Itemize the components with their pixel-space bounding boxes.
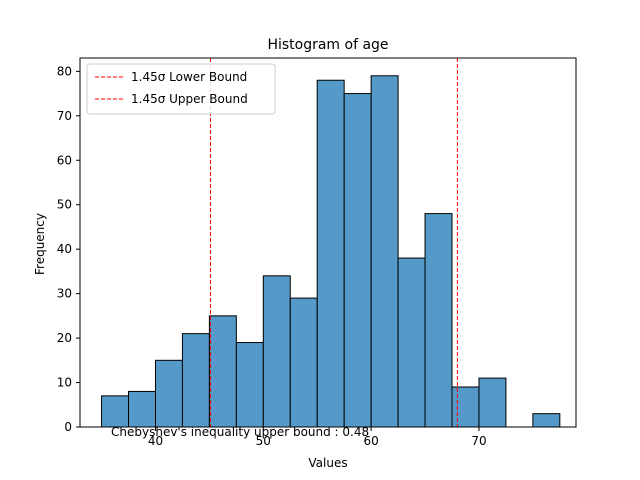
histogram-bar-9 bbox=[343, 93, 372, 428]
histogram-bar-3 bbox=[181, 333, 210, 428]
bound-lines-layer bbox=[209, 58, 458, 427]
histogram-bar-0 bbox=[101, 395, 130, 428]
histogram-bar-15 bbox=[532, 413, 561, 428]
legend: 1.45σ Lower Bound 1.45σ Upper Bound bbox=[86, 63, 276, 115]
x-tick-label-50: 50 bbox=[256, 434, 271, 448]
histogram-bar-14 bbox=[478, 377, 507, 428]
y-tick-label-60: 60 bbox=[57, 153, 72, 167]
y-tick-label-10: 10 bbox=[57, 376, 72, 390]
histogram-bar-1 bbox=[128, 390, 156, 428]
x-tick-label-60: 60 bbox=[363, 434, 378, 448]
histogram-bar-2 bbox=[154, 359, 183, 428]
bars-layer bbox=[101, 75, 561, 428]
legend-label-1: 1.45σ Upper Bound bbox=[131, 92, 248, 106]
histogram-bar-10 bbox=[370, 75, 399, 428]
y-axis-label: Frequency bbox=[33, 213, 47, 275]
axes-layer: 40 50 60 70 0 10 20 30 40 50 60 70 80 bbox=[57, 57, 577, 448]
x-tick-label-70: 70 bbox=[471, 434, 486, 448]
legend-label-0: 1.45σ Lower Bound bbox=[131, 70, 247, 84]
histogram-bar-12 bbox=[424, 213, 453, 428]
y-tick-label-30: 30 bbox=[57, 287, 72, 301]
plot-frame bbox=[79, 57, 577, 428]
legend-box bbox=[86, 63, 276, 115]
histogram-bar-8 bbox=[316, 79, 345, 428]
y-tick-label-80: 80 bbox=[57, 64, 72, 78]
histogram-bar-13 bbox=[451, 386, 480, 428]
y-tick-label-50: 50 bbox=[57, 198, 72, 212]
y-tick-label-40: 40 bbox=[57, 242, 72, 256]
y-tick-label-0: 0 bbox=[64, 420, 72, 434]
histogram-bar-6 bbox=[262, 275, 291, 428]
y-tick-label-20: 20 bbox=[57, 331, 72, 345]
histogram-bar-11 bbox=[397, 257, 426, 428]
x-axis-label: Values bbox=[308, 456, 347, 470]
x-tick-label-40: 40 bbox=[148, 434, 163, 448]
y-tick-label-70: 70 bbox=[57, 109, 72, 123]
histogram-bar-4 bbox=[208, 315, 237, 428]
histogram-bar-7 bbox=[289, 297, 318, 428]
histogram-bar-5 bbox=[235, 342, 264, 428]
chart-title: Histogram of age bbox=[267, 37, 388, 53]
chebyshev-annotation: Chebyshev's inequality upper bound : 0.4… bbox=[111, 425, 369, 439]
